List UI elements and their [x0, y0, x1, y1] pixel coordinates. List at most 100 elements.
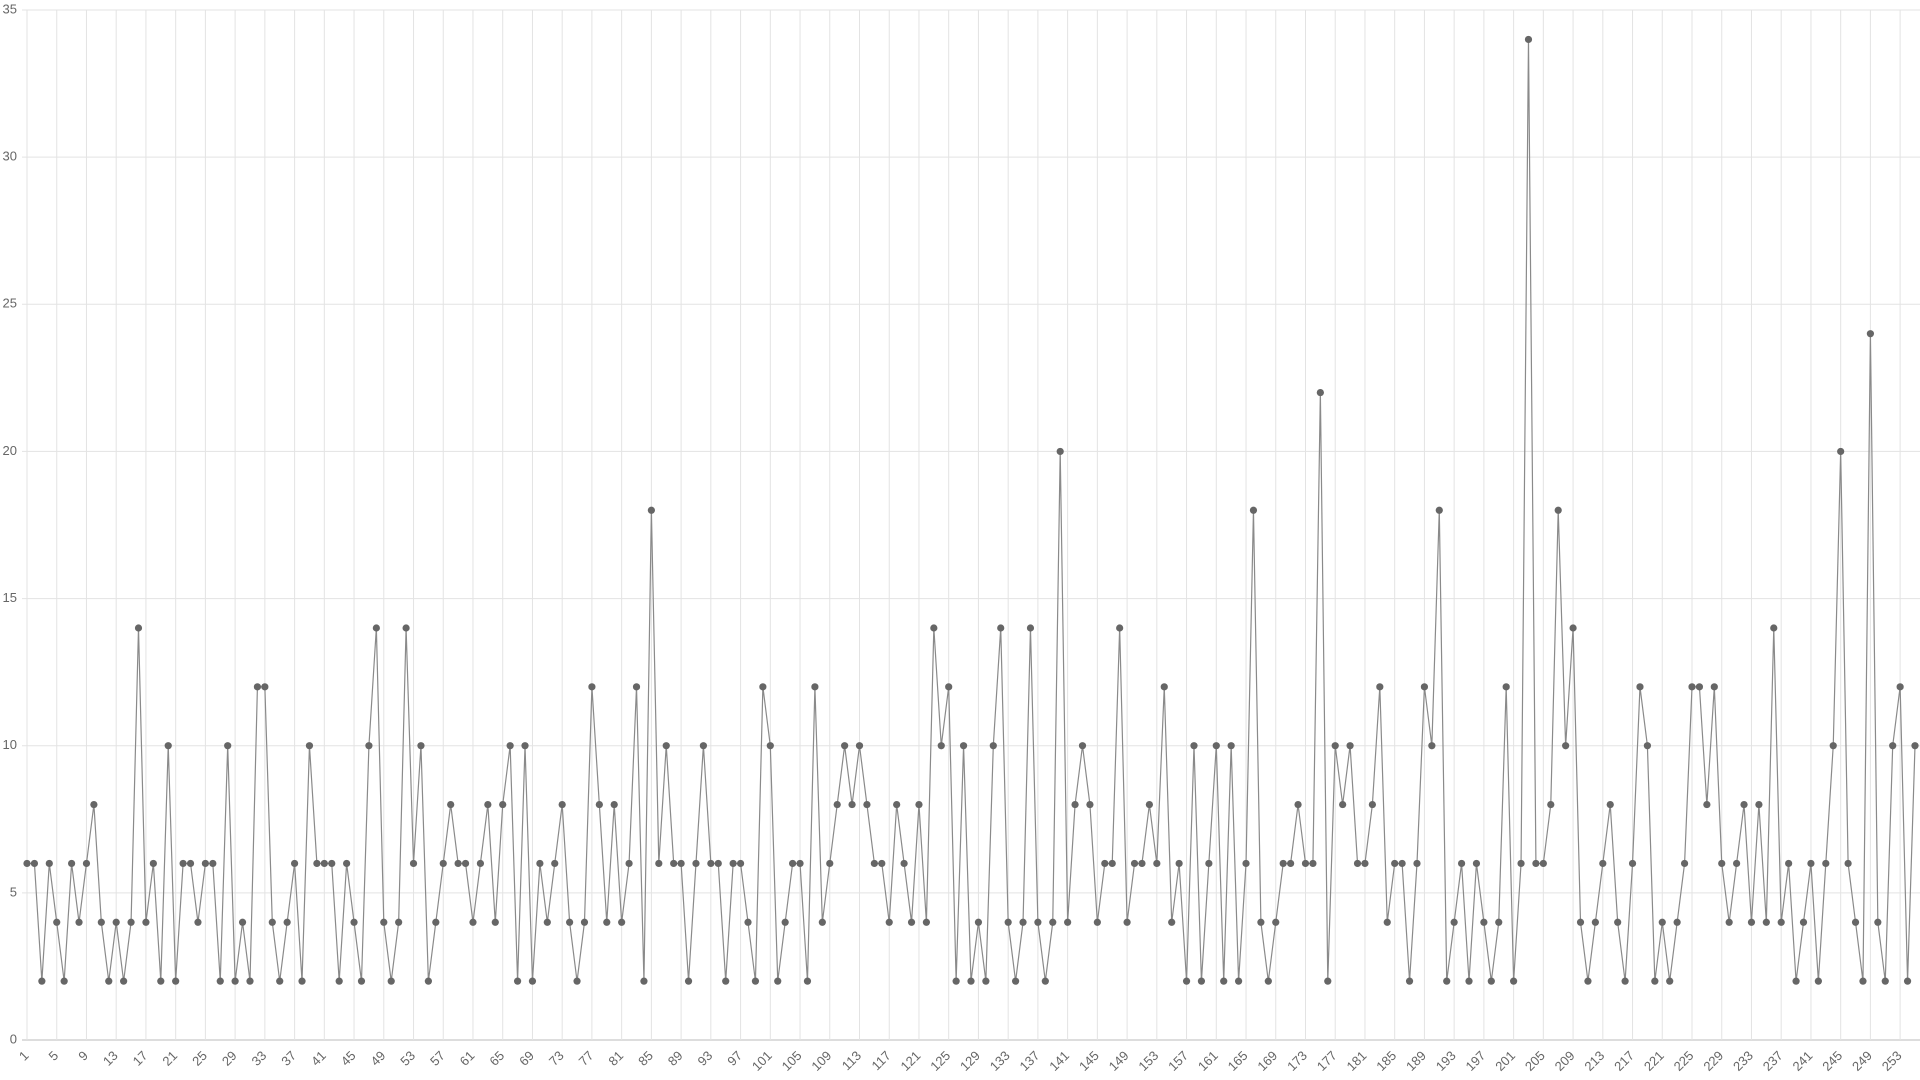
data-point — [632, 683, 641, 691]
data-point — [23, 859, 31, 868]
data-point — [1435, 506, 1443, 514]
data-point — [1376, 683, 1384, 691]
data-point — [982, 977, 990, 985]
data-point — [461, 859, 470, 868]
data-point — [328, 859, 336, 868]
data-point — [1368, 800, 1376, 809]
y-tick-label: 30 — [3, 149, 17, 164]
data-point — [536, 859, 544, 868]
data-point — [112, 918, 120, 926]
data-point — [573, 977, 581, 985]
data-point — [907, 918, 916, 926]
data-point — [714, 859, 722, 868]
data-point — [818, 918, 826, 926]
data-point — [238, 918, 247, 926]
data-point — [1019, 918, 1027, 926]
data-point — [1049, 918, 1057, 926]
x-tick-label: 189 — [1403, 1048, 1429, 1074]
data-point — [1175, 859, 1183, 868]
x-tick-label: 145 — [1076, 1048, 1102, 1074]
data-point — [848, 800, 856, 809]
data-point — [120, 977, 128, 985]
data-point — [670, 859, 678, 868]
data-point — [878, 859, 886, 868]
x-tick-label: 113 — [839, 1048, 864, 1073]
x-tick-label: 77 — [576, 1048, 597, 1069]
data-point — [1472, 859, 1481, 868]
data-point — [789, 859, 797, 868]
data-point — [841, 742, 849, 750]
x-tick-label: 21 — [159, 1048, 180, 1069]
data-point — [1324, 977, 1332, 985]
data-point — [945, 683, 953, 691]
data-point — [1101, 859, 1109, 868]
data-point — [1829, 742, 1837, 750]
data-point — [216, 977, 224, 985]
data-point — [1078, 742, 1087, 750]
y-tick-label: 20 — [3, 443, 17, 458]
data-point — [707, 859, 715, 868]
data-point — [246, 977, 254, 985]
x-tick-label: 121 — [898, 1048, 924, 1074]
data-point — [506, 742, 514, 750]
data-point — [1361, 859, 1369, 868]
x-tick-label: 169 — [1254, 1048, 1280, 1074]
data-point — [149, 859, 157, 868]
data-point — [1346, 742, 1354, 750]
data-point — [1517, 859, 1525, 868]
data-point — [447, 800, 455, 809]
data-point — [1309, 859, 1317, 868]
x-tick-label: 209 — [1552, 1048, 1578, 1074]
data-point — [454, 859, 462, 868]
data-point — [1807, 859, 1815, 868]
data-point — [766, 742, 774, 750]
data-point — [1056, 447, 1064, 456]
data-point — [75, 918, 83, 926]
data-point — [1680, 859, 1689, 868]
x-tick-label: 213 — [1581, 1048, 1607, 1074]
data-point — [1011, 977, 1020, 985]
data-point — [655, 859, 663, 868]
data-point — [186, 859, 195, 868]
data-point — [1086, 800, 1094, 809]
data-point — [677, 859, 685, 868]
data-point — [722, 977, 730, 985]
x-tick-label: 33 — [249, 1048, 270, 1069]
data-point — [335, 977, 343, 985]
data-point — [1331, 742, 1339, 750]
x-tick-label: 45 — [338, 1048, 359, 1069]
data-point — [313, 859, 321, 868]
data-point — [439, 859, 447, 868]
data-point — [1688, 683, 1696, 691]
x-tick-label: 97 — [724, 1048, 745, 1069]
data-point — [1591, 918, 1599, 926]
data-point — [1220, 977, 1228, 985]
data-point — [1487, 977, 1495, 985]
data-point — [1785, 859, 1793, 868]
data-point — [1480, 918, 1488, 926]
y-tick-label: 5 — [10, 884, 17, 899]
data-point — [53, 918, 61, 926]
x-tick-label: 129 — [957, 1048, 983, 1074]
x-tick-label: 237 — [1760, 1048, 1786, 1074]
data-point — [692, 859, 700, 868]
x-tick-label: 133 — [987, 1048, 1013, 1074]
x-tick-label: 177 — [1314, 1048, 1340, 1074]
data-point — [1190, 742, 1198, 750]
data-point — [1911, 742, 1919, 750]
data-point — [1524, 35, 1533, 44]
data-point — [736, 859, 745, 868]
data-point — [952, 977, 960, 985]
x-tick-label: 193 — [1433, 1048, 1459, 1074]
data-point — [1621, 977, 1629, 985]
data-point — [1874, 918, 1882, 926]
data-point — [1205, 859, 1213, 868]
data-point — [105, 977, 113, 985]
data-point — [566, 918, 574, 926]
data-point — [276, 977, 284, 985]
data-point — [543, 918, 551, 926]
data-point — [744, 918, 752, 926]
data-point — [283, 918, 291, 926]
data-point — [134, 624, 143, 632]
x-tick-label: 137 — [1016, 1048, 1042, 1074]
